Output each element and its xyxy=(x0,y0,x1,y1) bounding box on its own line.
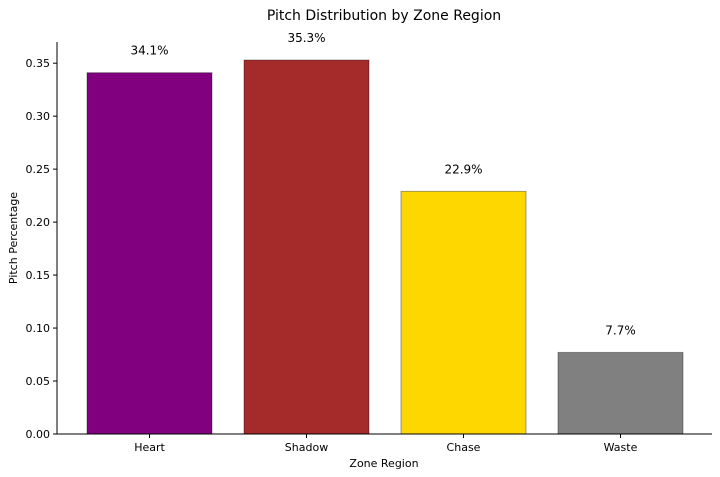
bar-chase xyxy=(400,190,527,435)
y-tick-label: 0.25 xyxy=(26,163,51,176)
data-labels-group: 34.1% 35.3% 22.9% 7.7% xyxy=(130,31,635,337)
data-label-chase: 22.9% xyxy=(444,162,482,176)
y-tick-label: 0.15 xyxy=(26,269,51,282)
y-axis-label: Pitch Percentage xyxy=(7,192,20,284)
data-label-shadow: 35.3% xyxy=(287,31,325,45)
x-tick-label-shadow: Shadow xyxy=(285,441,328,454)
x-axis: Heart Shadow Chase Waste xyxy=(57,433,712,454)
bar-waste xyxy=(557,351,684,435)
y-tick-label: 0.35 xyxy=(26,57,51,70)
bars-group xyxy=(86,59,684,435)
x-tick-label-heart: Heart xyxy=(134,441,165,454)
x-tick-label-chase: Chase xyxy=(447,441,481,454)
data-label-waste: 7.7% xyxy=(605,323,636,337)
y-tick-label: 0.00 xyxy=(26,428,51,441)
data-label-heart: 34.1% xyxy=(130,44,168,58)
bar-shadow xyxy=(243,59,370,435)
x-tick-label-waste: Waste xyxy=(604,441,638,454)
y-tick-label: 0.10 xyxy=(26,322,51,335)
y-tick-label: 0.30 xyxy=(26,110,51,123)
y-axis: 0.00 0.05 0.10 0.15 0.20 0.25 0.30 0.35 xyxy=(26,42,58,441)
chart-title: Pitch Distribution by Zone Region xyxy=(267,8,501,24)
x-axis-label: Zone Region xyxy=(349,457,418,470)
bar-heart xyxy=(86,72,213,435)
y-tick-label: 0.05 xyxy=(26,375,51,388)
y-tick-label: 0.20 xyxy=(26,216,51,229)
